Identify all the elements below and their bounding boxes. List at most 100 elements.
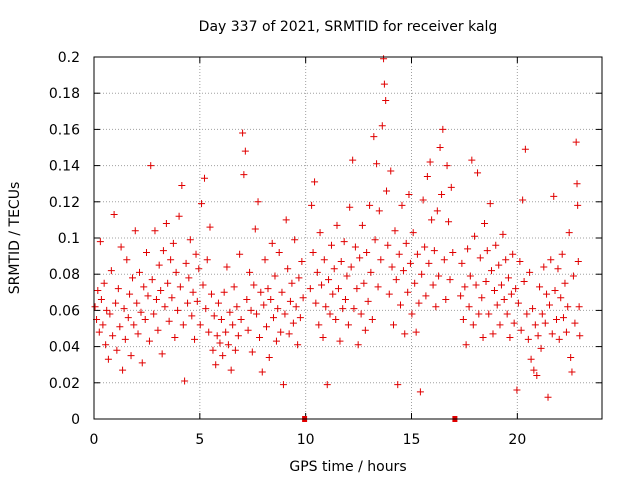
data-point — [171, 334, 179, 342]
data-point — [96, 238, 104, 246]
data-point — [443, 162, 451, 170]
data-point — [205, 328, 213, 336]
data-point — [526, 268, 534, 276]
data-point — [404, 288, 412, 296]
data-point — [398, 201, 406, 209]
data-point — [199, 281, 207, 289]
data-point — [325, 276, 333, 284]
data-point — [510, 319, 518, 327]
data-point — [349, 156, 357, 164]
data-point — [165, 317, 173, 325]
data-point — [292, 303, 300, 311]
data-point — [306, 285, 314, 293]
data-point — [489, 330, 497, 338]
data-point — [181, 377, 189, 385]
data-point — [254, 198, 262, 206]
data-point — [492, 241, 500, 249]
data-point — [573, 180, 581, 188]
data-point — [272, 337, 280, 345]
data-point — [119, 366, 127, 374]
data-point — [134, 330, 142, 338]
data-point — [117, 243, 125, 251]
data-point — [391, 227, 399, 235]
data-point — [206, 223, 214, 231]
data-point — [432, 303, 440, 311]
data-point — [370, 133, 378, 141]
data-point — [127, 352, 135, 360]
data-point — [182, 259, 190, 267]
data-point — [223, 263, 231, 271]
data-point — [319, 334, 327, 342]
data-point — [318, 281, 326, 289]
data-point — [326, 310, 334, 318]
data-point — [268, 239, 276, 247]
data-point — [145, 337, 153, 345]
data-point — [147, 162, 155, 170]
data-point — [109, 332, 117, 340]
data-point — [296, 314, 304, 322]
data-point — [358, 221, 366, 229]
data-point — [133, 299, 141, 307]
data-point — [412, 328, 420, 336]
data-point — [544, 393, 552, 401]
data-point — [294, 341, 302, 349]
data-point — [461, 283, 469, 291]
data-point — [536, 283, 544, 291]
y-tick-label: 0.1 — [58, 231, 80, 247]
data-point — [554, 265, 562, 273]
data-point — [567, 353, 575, 361]
data-point — [540, 263, 548, 271]
data-point — [236, 250, 244, 258]
x-tick-label: 10 — [297, 432, 315, 448]
data-point — [527, 355, 535, 363]
data-point — [172, 268, 180, 276]
data-point — [311, 178, 319, 186]
data-point — [469, 321, 477, 329]
data-point — [193, 297, 201, 305]
data-point — [285, 330, 293, 338]
data-point — [524, 335, 532, 343]
data-point — [337, 258, 345, 266]
data-point — [561, 279, 569, 287]
data-point — [572, 138, 580, 146]
data-point — [269, 314, 277, 322]
data-point — [344, 321, 352, 329]
data-point — [543, 290, 551, 298]
data-point — [464, 245, 472, 253]
data-point — [200, 174, 208, 182]
data-point — [114, 285, 122, 293]
data-point — [459, 315, 467, 323]
data-point — [295, 274, 303, 282]
data-point — [458, 259, 466, 267]
data-point — [179, 321, 187, 329]
data-point — [446, 276, 454, 284]
data-point — [126, 290, 134, 298]
data-point — [246, 268, 254, 276]
data-point — [503, 310, 511, 318]
data-point — [436, 144, 444, 151]
data-point — [490, 286, 498, 294]
data-point — [202, 305, 210, 313]
data-point — [340, 238, 348, 246]
data-point — [371, 236, 379, 244]
data-point — [298, 258, 306, 266]
data-point — [104, 355, 112, 363]
data-point — [500, 296, 508, 304]
data-point — [178, 182, 186, 190]
data-point — [504, 274, 512, 282]
data-point — [428, 216, 436, 224]
data-point — [512, 285, 520, 293]
data-point — [419, 196, 427, 204]
data-point — [488, 267, 496, 275]
grid — [94, 57, 602, 419]
data-point — [546, 301, 554, 309]
data-point — [552, 315, 560, 323]
data-point — [440, 256, 448, 264]
data-point — [449, 248, 457, 256]
data-point — [226, 308, 234, 316]
data-point — [229, 321, 237, 329]
data-point — [313, 268, 321, 276]
data-point — [481, 220, 489, 228]
data-point — [323, 381, 331, 389]
data-point — [541, 319, 549, 327]
